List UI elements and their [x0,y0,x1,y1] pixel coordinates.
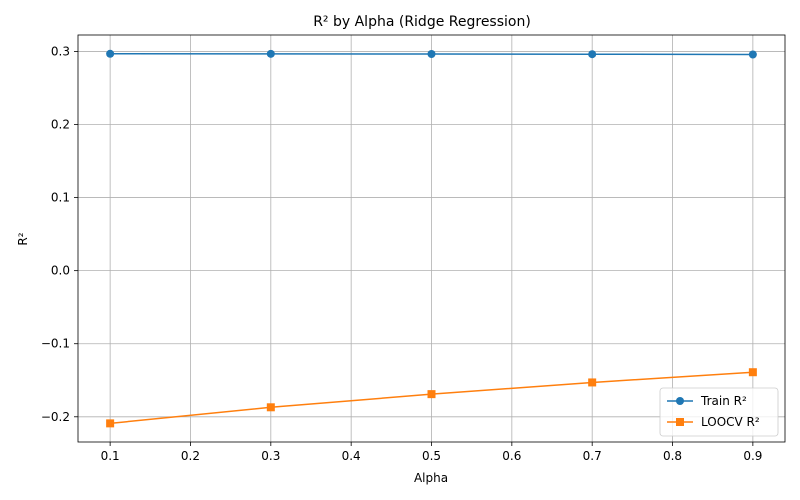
data-point [427,390,436,399]
x-tick-label: 0.4 [342,449,361,463]
y-tick-label: 0.3 [51,44,70,58]
x-axis-label: Alpha [414,471,448,485]
data-point [427,49,436,58]
x-tick-label: 0.7 [583,449,602,463]
x-tick-label: 0.3 [261,449,280,463]
y-tick-label: 0.1 [51,191,70,205]
x-tick-label: 0.1 [101,449,120,463]
data-point [748,368,757,377]
legend-label: Train R² [700,394,747,408]
data-point [106,49,115,58]
x-axis-ticks: 0.1 0.2 0.3 0.4 0.5 0.6 0.7 0.8 0.9 [101,442,762,463]
y-tick-label: −0.1 [41,337,70,351]
legend-label: LOOCV R² [701,415,760,429]
data-point [266,403,275,412]
y-axis-ticks: −0.2 −0.1 0.0 0.1 0.2 0.3 [41,44,78,424]
legend-marker [676,418,684,426]
y-tick-label: −0.2 [41,410,70,424]
legend-box [659,387,779,437]
y-tick-label: 0.0 [51,264,70,278]
legend-marker [676,397,684,405]
data-point [106,419,115,428]
y-tick-label: 0.2 [51,118,70,132]
x-tick-label: 0.5 [422,449,441,463]
series-loocv [106,368,757,428]
y-axis-label: R² [16,232,30,245]
x-tick-label: 0.8 [663,449,682,463]
data-point [588,50,597,59]
legend: Train R² LOOCV R² [659,387,779,437]
x-tick-label: 0.2 [181,449,200,463]
data-point [588,378,597,387]
x-tick-label: 0.6 [502,449,521,463]
legend-item: LOOCV R² [667,415,760,429]
legend-item: Train R² [667,394,747,408]
series-layer [106,49,757,428]
data-point [266,49,275,58]
x-tick-label: 0.9 [743,449,762,463]
chart-title: R² by Alpha (Ridge Regression) [313,14,531,30]
series-train [106,49,757,59]
data-point [748,50,757,59]
